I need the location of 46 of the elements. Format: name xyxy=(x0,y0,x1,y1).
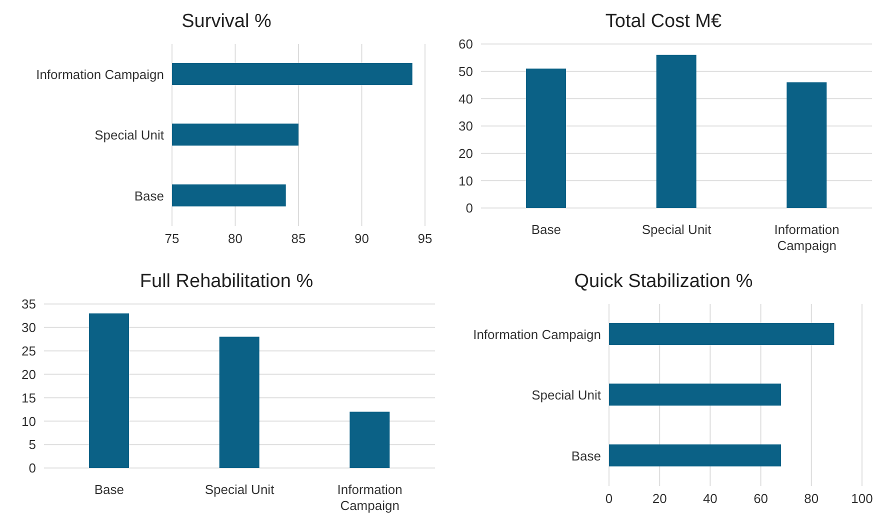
y-tick-label: 25 xyxy=(22,343,36,358)
x-tick-label: 40 xyxy=(702,491,718,506)
x-tick-label: 90 xyxy=(354,231,369,246)
bar xyxy=(219,336,260,468)
x-tick-label: Special Unit xyxy=(642,222,712,237)
chart-title: Survival % xyxy=(180,10,272,34)
y-tick-label: 15 xyxy=(22,390,36,406)
y-tick-label: 30 xyxy=(22,320,36,336)
y-tick-label: 50 xyxy=(458,64,473,79)
y-tick-label: 30 xyxy=(458,118,473,134)
chart-title: Total Cost M€ xyxy=(604,10,723,34)
y-tick-label: 10 xyxy=(22,414,36,429)
y-tick-label: 20 xyxy=(22,366,36,382)
y-tick-label: 40 xyxy=(458,91,473,106)
x-tick-label: Information Campaign xyxy=(337,482,402,513)
y-tick-label: 60 xyxy=(458,36,473,52)
y-tick-label: 20 xyxy=(458,146,473,161)
bar xyxy=(526,68,566,208)
bar xyxy=(89,313,129,468)
y-tick-label: 0 xyxy=(466,200,473,216)
x-tick-label: 0 xyxy=(605,491,613,506)
x-tick-label: 60 xyxy=(754,491,768,506)
x-tick-label: Special Unit xyxy=(204,482,275,497)
chart-title: Quick Stabilization % xyxy=(573,270,754,294)
y-tick-label: Information Campaign xyxy=(473,326,601,342)
x-tick-label: 75 xyxy=(164,231,180,246)
y-tick-label: 10 xyxy=(458,173,473,188)
x-tick-label: 100 xyxy=(851,491,873,506)
x-tick-label: 20 xyxy=(652,491,667,506)
y-tick-label: Base xyxy=(571,448,601,464)
bar xyxy=(350,412,390,468)
bar xyxy=(656,54,696,208)
y-tick-label: 5 xyxy=(28,437,36,452)
y-tick-label: Special Unit xyxy=(94,128,164,143)
x-tick-label: 85 xyxy=(291,231,306,246)
chart-title: Full Rehabilitation % xyxy=(138,270,314,294)
bar xyxy=(786,82,827,208)
y-tick-label: Information Campaign xyxy=(36,66,164,82)
y-tick-label: Special Unit xyxy=(532,388,602,403)
x-tick-label: Information Campaign xyxy=(774,222,840,253)
y-tick-label: 35 xyxy=(22,296,36,312)
x-tick-label: 80 xyxy=(228,231,242,246)
y-tick-label: Base xyxy=(134,188,164,204)
x-tick-label: 95 xyxy=(418,231,432,246)
y-tick-label: 0 xyxy=(28,460,36,476)
x-tick-label: 80 xyxy=(804,491,819,506)
